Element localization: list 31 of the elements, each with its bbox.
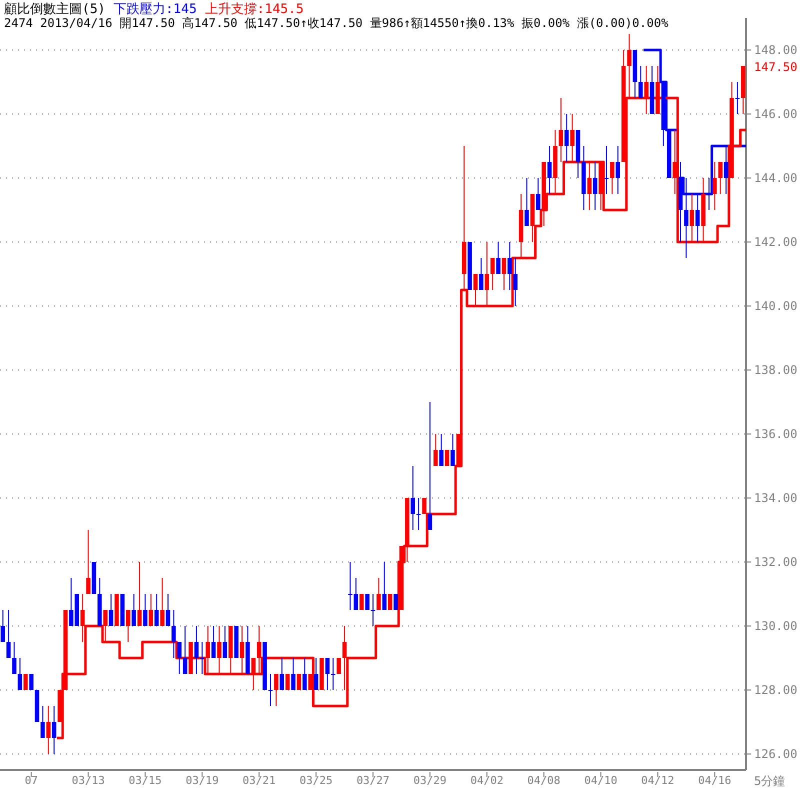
y-tick-label: 140.00: [754, 299, 798, 313]
y-tick-label: 132.00: [754, 555, 798, 569]
x-tick-label: 03/25: [299, 774, 333, 787]
text: 上升支撐:145.5: [204, 2, 304, 17]
x-tick-label: 03/15: [128, 774, 162, 787]
x-tick-label: 04/12: [641, 774, 674, 787]
x-tick-label: 03/21: [242, 774, 276, 787]
x-tick-label: 04/16: [698, 774, 732, 787]
y-tick-label: 142.00: [754, 235, 798, 249]
y-tick-label: 146.00: [754, 107, 798, 121]
y-tick-label: 130.00: [754, 619, 798, 633]
x-tick-label: 03/19: [186, 774, 219, 787]
x-tick-label: 03/29: [413, 774, 447, 787]
y-tick-label: 144.00: [754, 171, 798, 185]
chart-title: 顧比倒數主圖(5): [4, 1, 106, 17]
x-tick-label: 03/13: [72, 774, 105, 787]
chart-subtitle: 2474 2013/04/16 開147.50 高147.50 低147.50↑收147.50 量986↑額14550↑換0.13% 振0.00% 漲(0.00)0.00%: [4, 16, 670, 30]
y-tick-label: 126.00: [754, 747, 798, 761]
x-tick-label: 04/02: [470, 774, 504, 787]
y-tick-label: 136.00: [754, 427, 798, 441]
text: 下跌壓力:145: [113, 2, 197, 17]
x-tick-label: 04/10: [584, 774, 618, 787]
text: 147.50: [754, 60, 798, 74]
x-tick-label: 07: [24, 774, 38, 787]
y-tick-label: 148.00: [754, 43, 798, 57]
y-tick-label: 134.00: [754, 491, 798, 505]
x-tick-label: 03/27: [356, 774, 390, 787]
y-tick-label: 138.00: [754, 363, 798, 377]
x-tick-label: 04/08: [527, 774, 560, 787]
y-tick-label: 128.00: [754, 683, 798, 697]
x-axis-title: 5分鐘: [754, 774, 786, 788]
